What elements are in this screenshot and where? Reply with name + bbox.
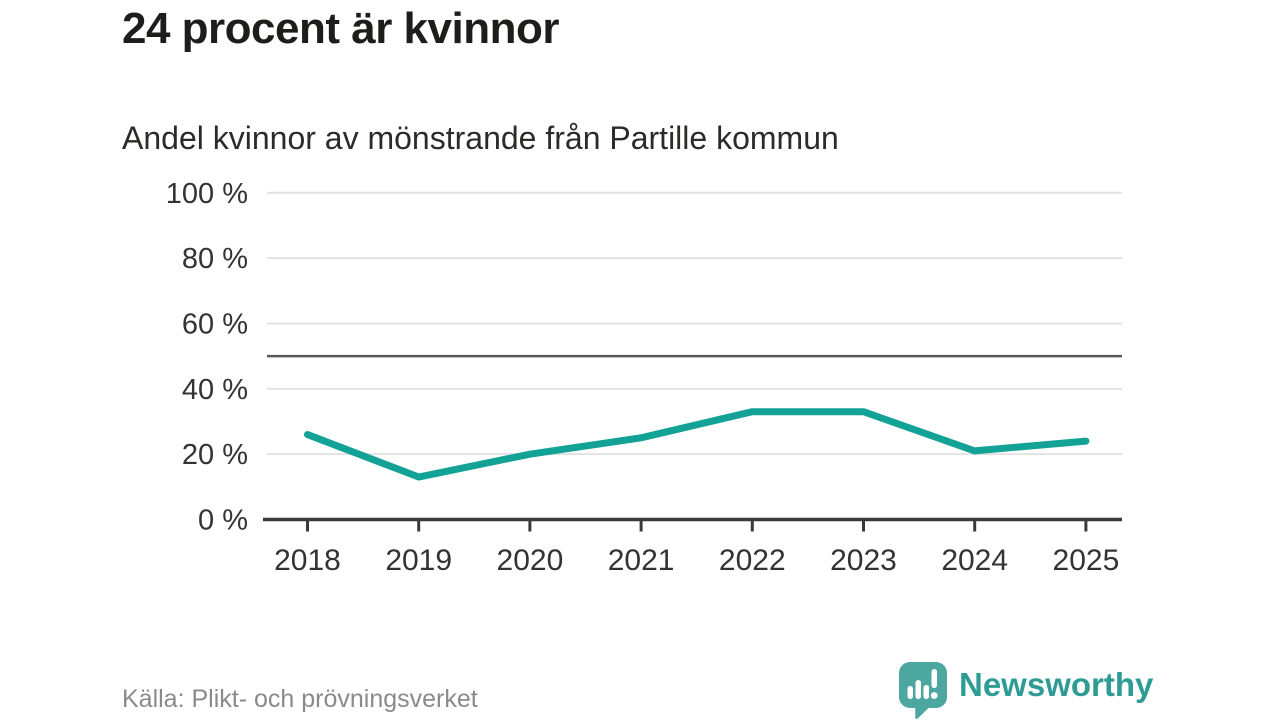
newsworthy-logo: Newsworthy (898, 661, 1153, 720)
x-axis-tick-label: 2020 (497, 544, 564, 577)
x-axis-tick-label: 2024 (941, 544, 1008, 577)
x-axis-tick-label: 2023 (830, 544, 897, 577)
x-axis-tick-label: 2025 (1053, 544, 1120, 577)
newsworthy-logo-icon (898, 661, 948, 720)
newsworthy-logo-text: Newsworthy (959, 666, 1154, 703)
y-axis-tick-label: 20 % (182, 439, 248, 471)
x-axis-tick-label: 2022 (719, 544, 786, 577)
y-axis-tick-label: 60 % (182, 308, 248, 340)
x-axis-tick-label: 2018 (274, 544, 341, 577)
source-note: Källa: Plikt- och prövningsverket (122, 685, 478, 713)
chart-subtitle: Andel kvinnor av mönstrande från Partill… (122, 120, 839, 156)
page-title: 24 procent är kvinnor (122, 4, 559, 53)
y-axis-tick-label: 100 % (166, 178, 248, 210)
y-axis-tick-label: 0 % (198, 505, 248, 537)
x-axis-tick-label: 2021 (608, 544, 675, 577)
y-axis-tick-label: 40 % (182, 374, 248, 406)
x-axis-tick-label: 2019 (385, 544, 452, 577)
y-axis-tick-label: 80 % (182, 243, 248, 275)
data-line (304, 408, 1090, 481)
